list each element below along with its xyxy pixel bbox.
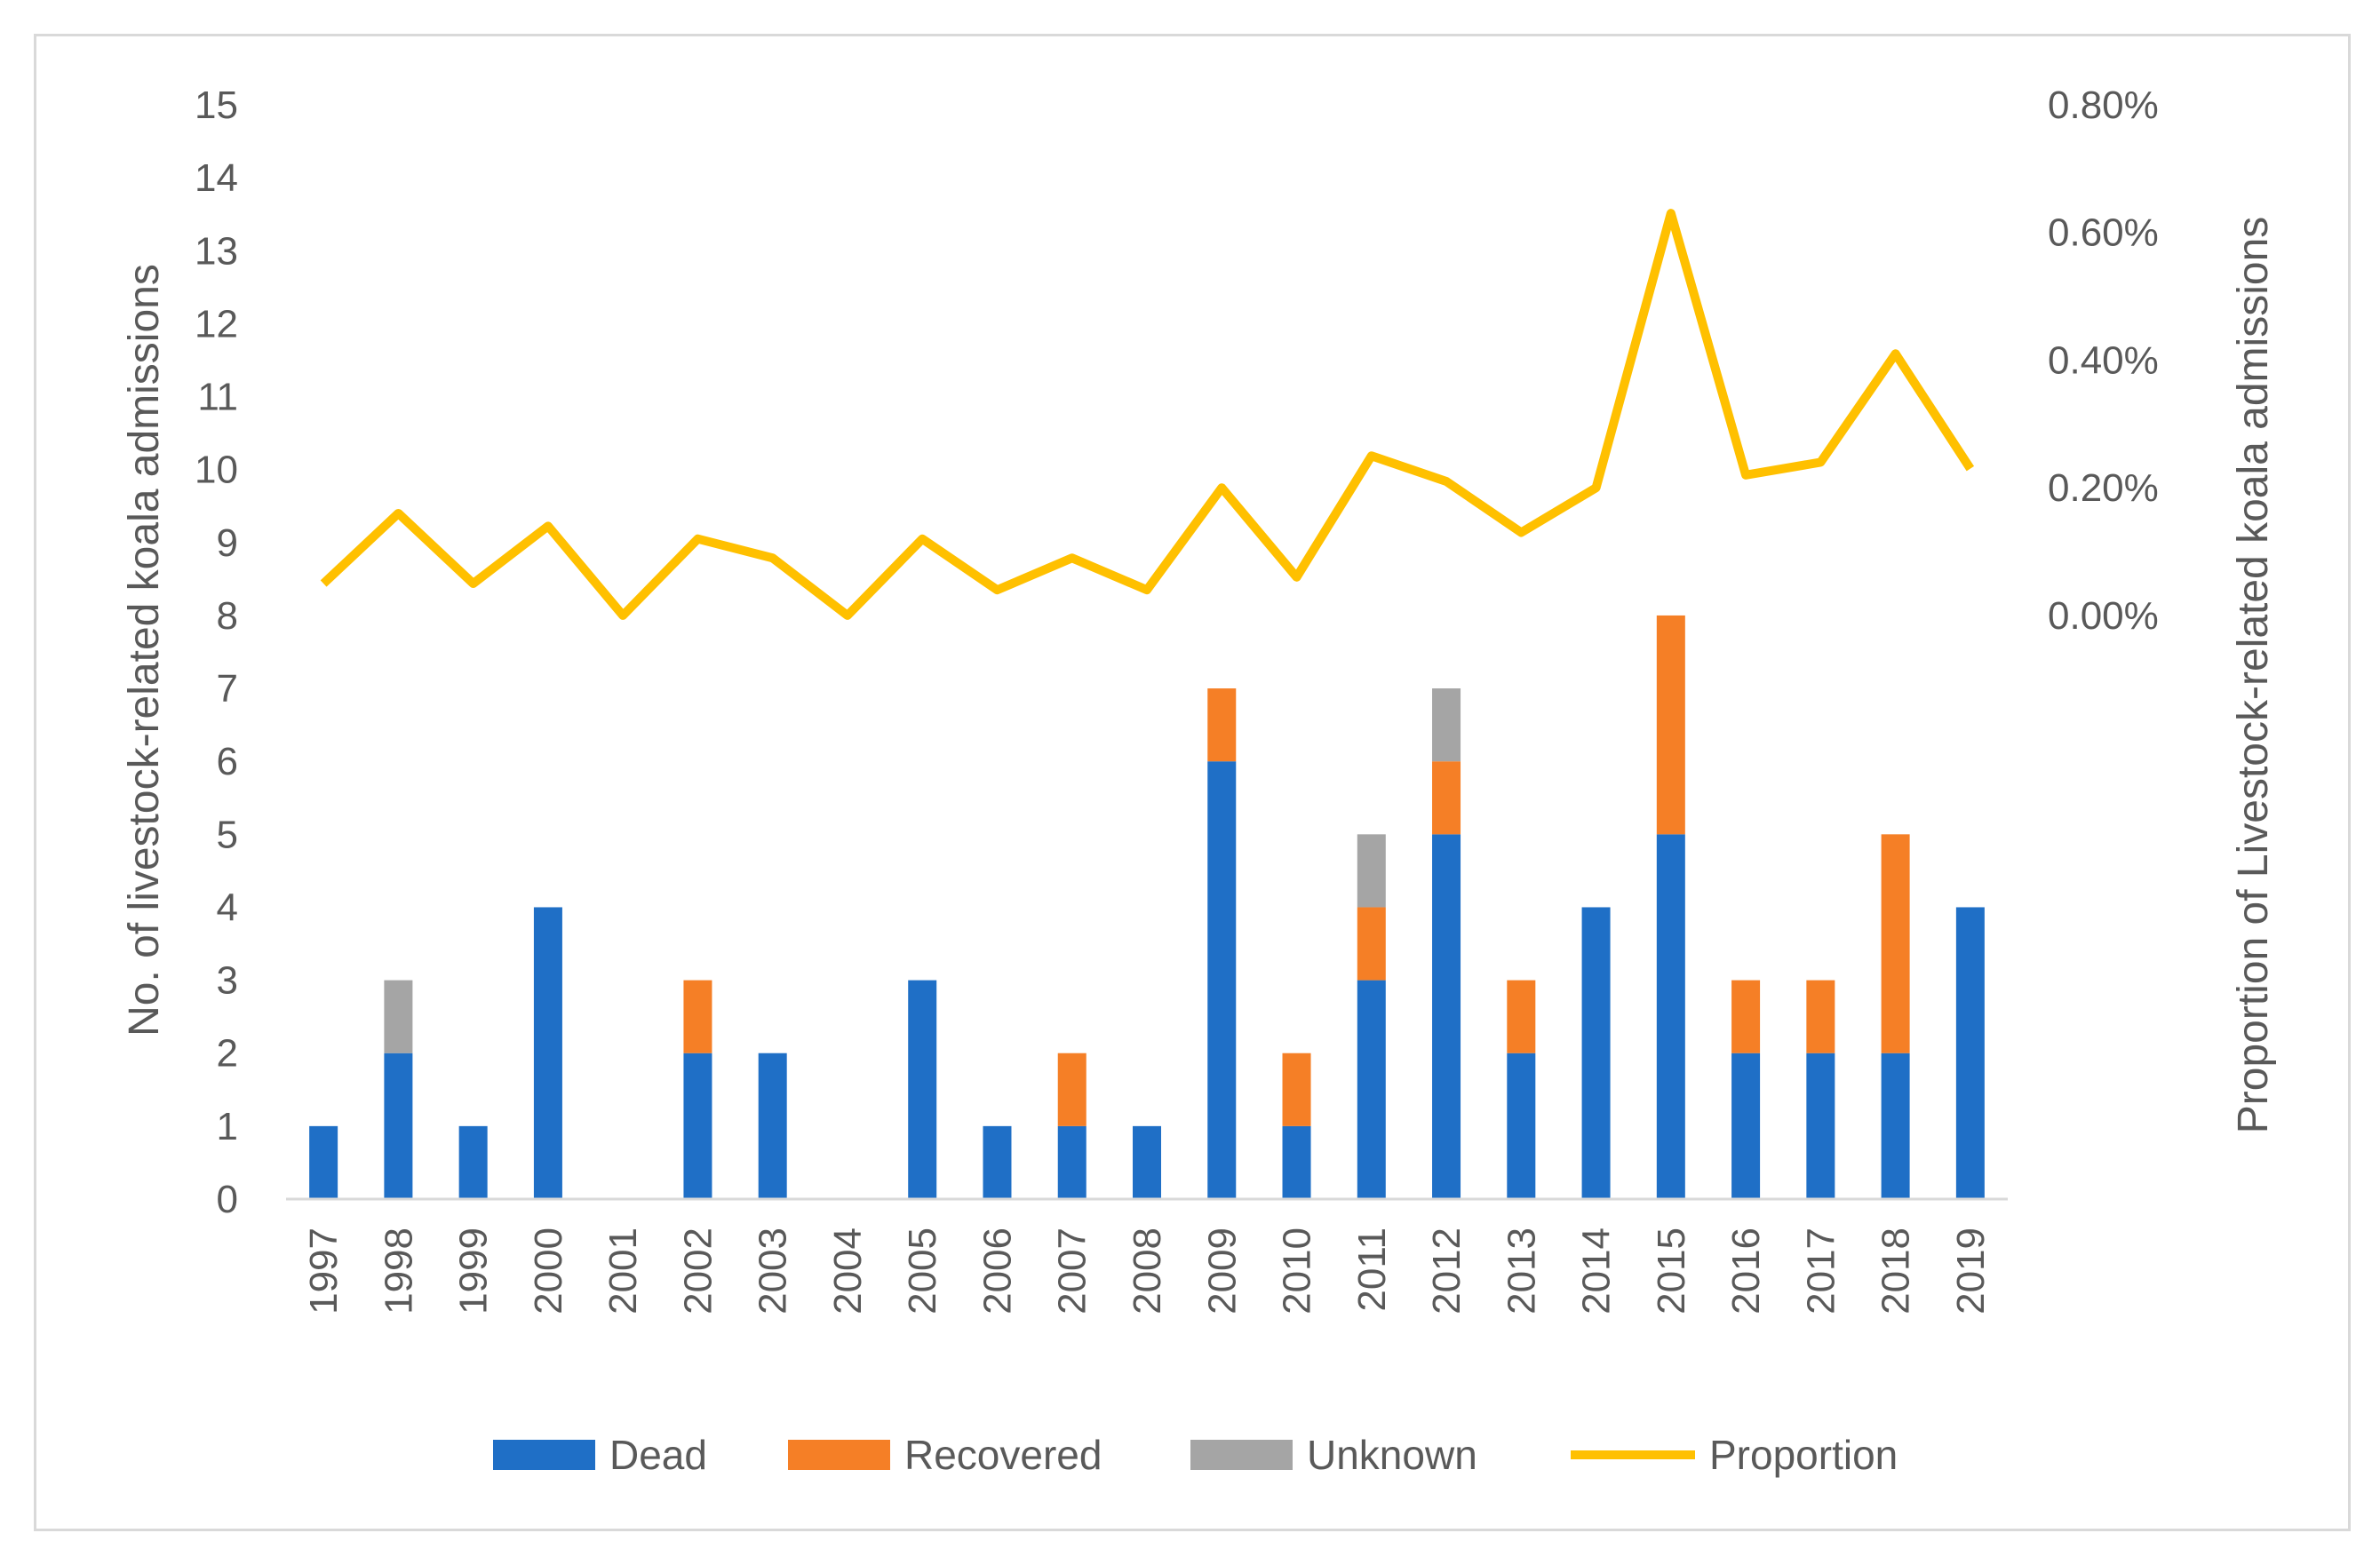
- x-tick-label: 2011: [1350, 1227, 1394, 1312]
- y-tick-label: 13: [195, 229, 238, 273]
- bar-recovered-2002: [683, 980, 712, 1053]
- legend-swatch-recovered: [788, 1440, 890, 1470]
- y-tick-label: 8: [217, 594, 238, 638]
- bar-dead-2008: [1133, 1125, 1161, 1199]
- y-tick-label: 4: [217, 886, 238, 929]
- bar-recovered-2018: [1881, 834, 1910, 1053]
- x-tick-label: 2000: [527, 1227, 570, 1315]
- bar-unknown-1998: [384, 980, 413, 1053]
- bar-dead-2003: [758, 1053, 787, 1199]
- bar-unknown-2011: [1357, 834, 1386, 908]
- bar-recovered-2016: [1731, 980, 1761, 1053]
- x-tick-label: 2006: [975, 1227, 1019, 1315]
- bar-dead-2002: [683, 1053, 712, 1199]
- bars: [309, 615, 1985, 1199]
- bar-unknown-2012: [1432, 688, 1461, 762]
- bar-dead-2018: [1881, 1053, 1910, 1199]
- bar-dead-2013: [1507, 1053, 1536, 1199]
- x-tick-label: 2014: [1575, 1227, 1619, 1315]
- bar-dead-2009: [1207, 761, 1237, 1199]
- bar-dead-1997: [309, 1125, 338, 1199]
- x-tick-label: 1999: [452, 1227, 496, 1315]
- x-tick-label: 2010: [1276, 1227, 1319, 1315]
- bar-recovered-2007: [1057, 1053, 1087, 1126]
- y2-tick-label: 0.60%: [2048, 211, 2159, 255]
- x-tick-label: 1998: [377, 1227, 420, 1315]
- bar-dead-2000: [533, 907, 562, 1199]
- x-tick-label: 2001: [601, 1227, 645, 1315]
- bar-dead-2007: [1057, 1125, 1087, 1199]
- bar-dead-2016: [1731, 1053, 1761, 1199]
- bar-dead-2011: [1357, 980, 1386, 1199]
- bar-dead-2014: [1581, 907, 1611, 1199]
- x-tick-label: 2018: [1875, 1227, 1918, 1315]
- bar-dead-1998: [384, 1053, 413, 1199]
- proportion-line: [320, 209, 1975, 620]
- bar-dead-2015: [1656, 834, 1685, 1199]
- x-tick-label: 2003: [752, 1227, 795, 1315]
- x-tick-label: 2013: [1500, 1227, 1543, 1315]
- y-tick-label: 15: [195, 83, 238, 127]
- y-tick-label: 11: [197, 376, 238, 419]
- bar-dead-1999: [458, 1125, 488, 1199]
- x-tick-label: 2007: [1051, 1227, 1094, 1315]
- x-tick-label: 2016: [1724, 1227, 1768, 1315]
- x-tick-label: 2012: [1425, 1227, 1469, 1315]
- bar-dead-2010: [1282, 1125, 1311, 1199]
- bar-recovered-2011: [1357, 907, 1386, 981]
- x-tick-label: 2004: [826, 1227, 870, 1315]
- legend: Dead Recovered Unknown Proportion: [493, 1432, 1898, 1478]
- x-tick-label: 1997: [302, 1227, 346, 1315]
- bar-dead-2017: [1806, 1053, 1835, 1199]
- y-tick-label: 5: [217, 813, 238, 856]
- y-tick-label: 9: [217, 521, 238, 565]
- y-tick-label: 1: [217, 1105, 238, 1148]
- y-tick-label: 14: [195, 156, 238, 200]
- legend-label-proportion: Proportion: [1709, 1432, 1898, 1478]
- x-tick-label: 2015: [1650, 1227, 1693, 1315]
- y2-axis-title: Proportion of Livestock-related koala ad…: [2230, 217, 2277, 1134]
- bar-recovered-2013: [1507, 980, 1536, 1053]
- right-axis-ticks: 0.00% 0.20% 0.40% 0.60% 0.80%: [2048, 83, 2159, 638]
- y-tick-label: 2: [217, 1032, 238, 1076]
- x-tick-label: 2009: [1200, 1227, 1244, 1315]
- y-tick-label: 3: [217, 959, 238, 1003]
- y2-tick-label: 0.20%: [2048, 466, 2159, 510]
- legend-swatch-dead: [493, 1440, 595, 1470]
- y-tick-label: 7: [217, 667, 238, 711]
- bar-recovered-2017: [1806, 980, 1835, 1053]
- bar-recovered-2015: [1656, 615, 1685, 835]
- bar-recovered-2009: [1207, 688, 1237, 762]
- y-tick-label: 0: [217, 1178, 238, 1221]
- x-tick-label: 2008: [1126, 1227, 1169, 1315]
- legend-swatch-unknown: [1190, 1440, 1293, 1470]
- legend-label-recovered: Recovered: [904, 1432, 1102, 1478]
- x-axis-ticks: 1997 1998 1999 2000 2001 2002 2003 2004 2005 2006…: [302, 1227, 1993, 1315]
- bar-dead-2005: [908, 980, 937, 1199]
- y2-tick-label: 0.40%: [2048, 338, 2159, 382]
- legend-label-dead: Dead: [609, 1432, 707, 1478]
- bar-dead-2012: [1432, 834, 1461, 1199]
- y-tick-label: 6: [217, 740, 238, 783]
- bar-recovered-2012: [1432, 761, 1461, 835]
- legend-label-unknown: Unknown: [1307, 1432, 1477, 1478]
- x-tick-label: 2019: [1949, 1227, 1993, 1315]
- x-tick-label: 2017: [1799, 1227, 1843, 1315]
- chart-frame: [34, 34, 2351, 1531]
- y2-tick-label: 0.00%: [2048, 594, 2159, 638]
- y-tick-label: 10: [195, 449, 238, 492]
- x-tick-label: 2005: [901, 1227, 944, 1315]
- bar-dead-2019: [1955, 907, 1985, 1199]
- bar-dead-2006: [983, 1125, 1012, 1199]
- y-tick-label: 12: [195, 302, 238, 346]
- y-axis-title: No. of livestock-related koala admission…: [121, 264, 168, 1037]
- y2-tick-label: 0.80%: [2048, 83, 2159, 127]
- bar-recovered-2010: [1282, 1053, 1311, 1126]
- x-tick-label: 2002: [676, 1227, 720, 1315]
